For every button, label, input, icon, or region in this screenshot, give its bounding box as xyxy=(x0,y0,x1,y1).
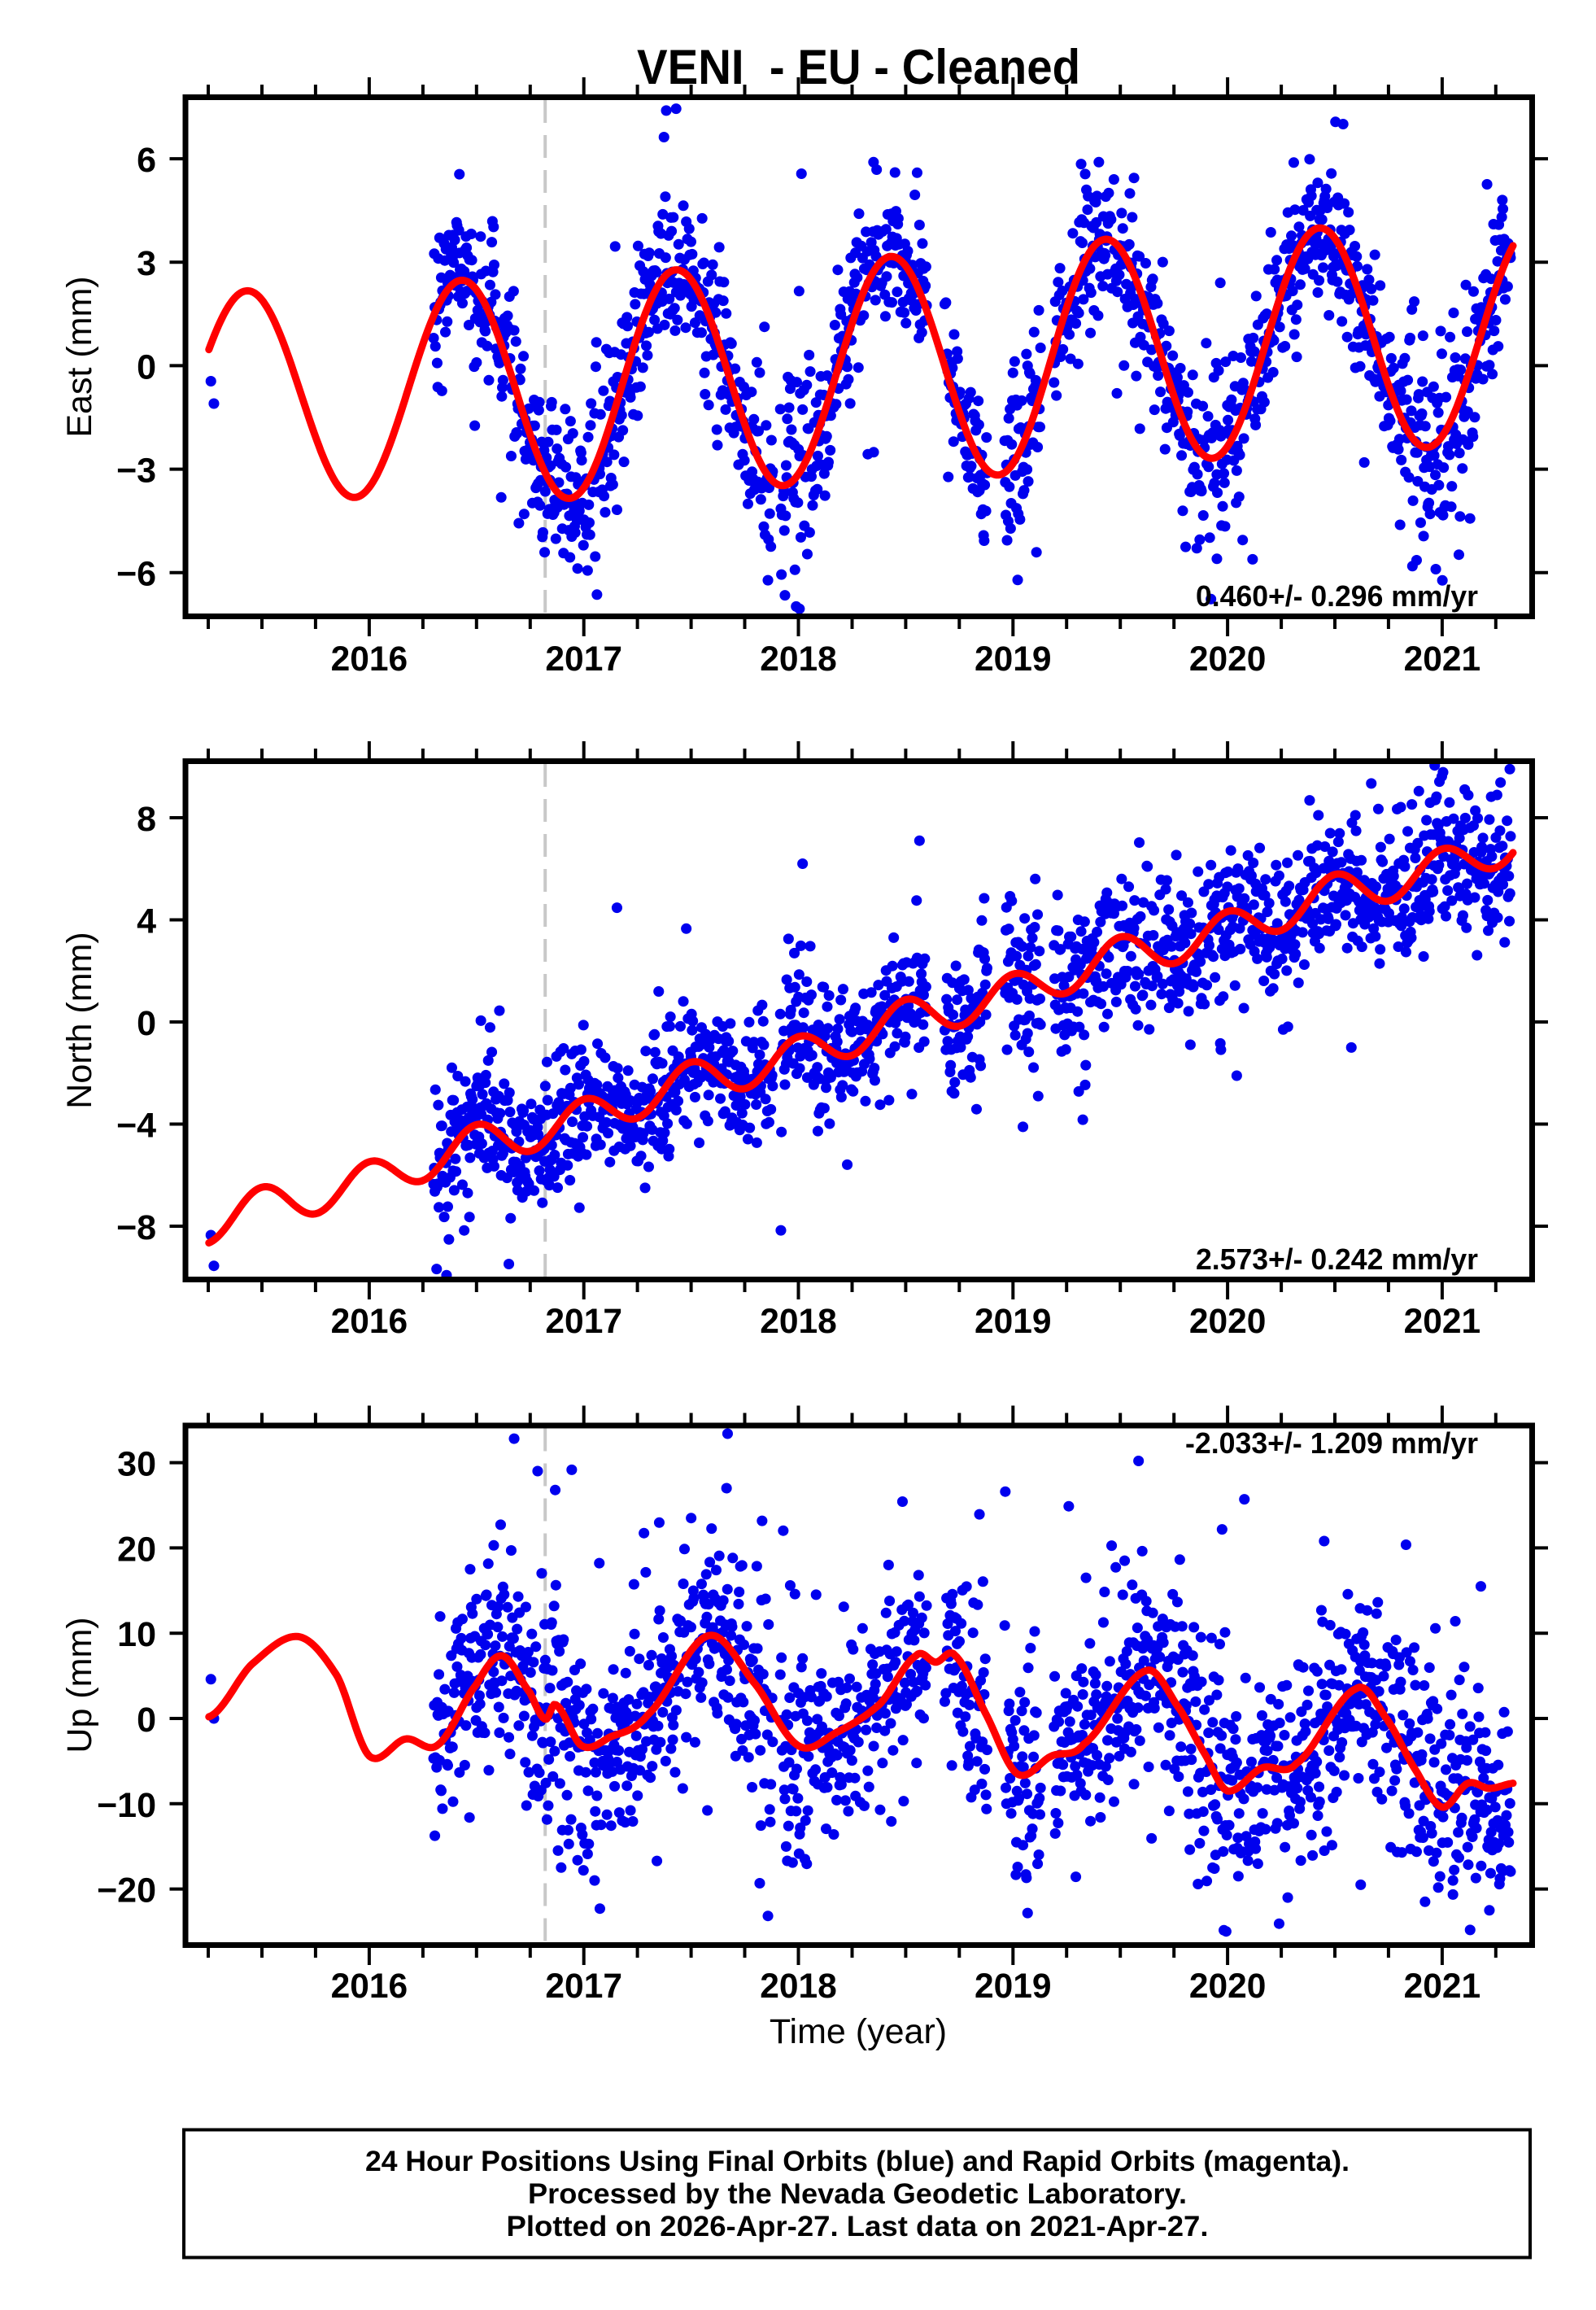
svg-text:0: 0 xyxy=(137,1004,156,1043)
svg-text:2017: 2017 xyxy=(545,1967,622,2006)
svg-text:2017: 2017 xyxy=(545,640,622,679)
svg-text:0: 0 xyxy=(137,347,156,386)
svg-text:2018: 2018 xyxy=(760,1303,837,1341)
svg-text:−10: −10 xyxy=(97,1786,156,1825)
svg-text:2016: 2016 xyxy=(331,1303,408,1341)
svg-text:Processed by the Nevada Geodet: Processed by the Nevada Geodetic Laborat… xyxy=(528,2177,1187,2210)
svg-text:20: 20 xyxy=(117,1530,156,1569)
svg-text:2.573+/- 0.242 mm/yr: 2.573+/- 0.242 mm/yr xyxy=(1196,1242,1478,1276)
svg-text:2019: 2019 xyxy=(975,640,1052,679)
svg-text:2018: 2018 xyxy=(760,1967,837,2006)
svg-text:Time (year): Time (year) xyxy=(770,2012,947,2051)
svg-text:-2.033+/- 1.209 mm/yr: -2.033+/- 1.209 mm/yr xyxy=(1185,1426,1478,1460)
svg-text:0: 0 xyxy=(137,1701,156,1740)
svg-text:Plotted on 2026-Apr-27. Last d: Plotted on 2026-Apr-27. Last data on 202… xyxy=(507,2210,1209,2242)
svg-text:8: 8 xyxy=(137,800,156,839)
svg-text:2019: 2019 xyxy=(975,1303,1052,1341)
svg-text:4: 4 xyxy=(137,902,156,941)
svg-text:2020: 2020 xyxy=(1189,640,1267,679)
svg-text:2021: 2021 xyxy=(1404,1967,1481,2006)
svg-text:24 Hour Positions Using Final: 24 Hour Positions Using Final Orbits (bl… xyxy=(365,2145,1350,2177)
svg-text:2017: 2017 xyxy=(545,1303,622,1341)
svg-text:−4: −4 xyxy=(116,1107,156,1146)
svg-text:2016: 2016 xyxy=(331,640,408,679)
svg-text:10: 10 xyxy=(117,1615,156,1654)
svg-text:30: 30 xyxy=(117,1445,156,1484)
svg-text:Up (mm): Up (mm) xyxy=(60,1617,99,1753)
svg-text:North (mm): North (mm) xyxy=(60,932,99,1108)
svg-text:VENI - EU - Cleaned: VENI - EU - Cleaned xyxy=(637,40,1080,94)
svg-text:East (mm): East (mm) xyxy=(60,276,99,437)
svg-text:2016: 2016 xyxy=(331,1967,408,2006)
svg-text:2019: 2019 xyxy=(975,1967,1052,2006)
svg-text:3: 3 xyxy=(137,244,156,283)
svg-text:2021: 2021 xyxy=(1404,640,1481,679)
svg-text:2020: 2020 xyxy=(1189,1967,1267,2006)
svg-text:−3: −3 xyxy=(116,452,156,491)
svg-text:2018: 2018 xyxy=(760,640,837,679)
svg-text:−6: −6 xyxy=(116,555,156,594)
svg-text:0.460+/- 0.296 mm/yr: 0.460+/- 0.296 mm/yr xyxy=(1196,579,1478,613)
svg-text:−8: −8 xyxy=(116,1208,156,1247)
svg-text:6: 6 xyxy=(137,141,156,180)
svg-text:−20: −20 xyxy=(97,1871,156,1910)
svg-text:2021: 2021 xyxy=(1404,1303,1481,1341)
svg-text:2020: 2020 xyxy=(1189,1303,1267,1341)
